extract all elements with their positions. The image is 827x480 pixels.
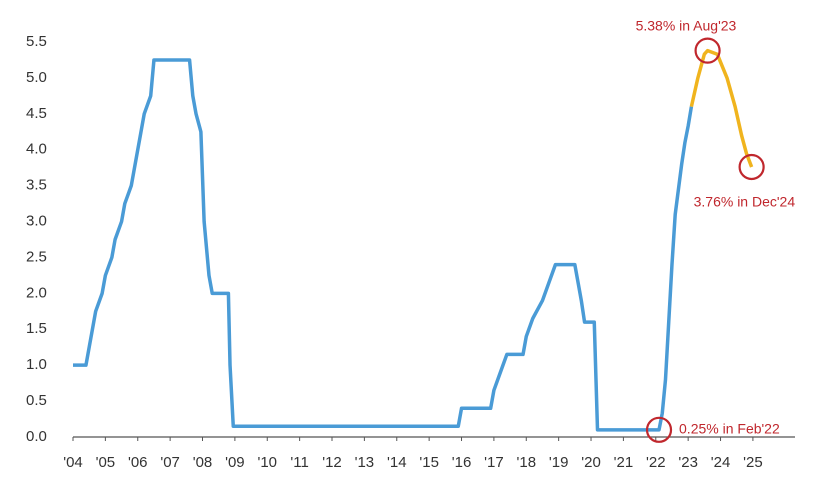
y-tick-label: 5.5 [26,33,47,50]
x-tick-label: '25 [743,454,763,471]
y-tick-label: 4.5 [26,105,47,122]
annotation-circle [645,416,673,443]
annotation: 5.38% in Aug'23 [636,17,737,33]
x-tick-label: '14 [387,454,407,471]
x-tick-label: '09 [225,454,245,471]
x-tick-label: '22 [646,454,666,471]
rate-line [73,58,694,432]
y-tick-label: 2.0 [26,284,47,301]
y-tick-label: 3.0 [26,213,47,230]
y-tick-label: 2.5 [26,248,47,265]
annotation-circle [694,37,721,64]
x-tick-label: '16 [452,454,472,471]
rate-line [689,48,754,168]
x-tick-label: '24 [711,454,731,471]
x-tick-label: '15 [419,454,439,471]
x-tick-label: '23 [678,454,698,471]
x-tick-label: '17 [484,454,504,471]
x-tick-label: '08 [193,454,213,471]
x-tick-label: '05 [96,454,116,471]
y-tick-label: 1.5 [26,320,47,337]
x-tick-label: '06 [128,454,148,471]
x-tick-label: '04 [63,454,83,471]
x-tick-label: '19 [549,454,569,471]
y-tick-label: 1.0 [26,356,47,373]
x-tick-label: '18 [516,454,536,471]
y-tick-label: 4.0 [26,141,47,158]
x-tick-label: '20 [581,454,601,471]
x-tick-label: '21 [614,454,634,471]
annotation: 0.25% in Feb'22 [679,421,780,437]
x-tick-label: '13 [355,454,375,471]
annotation-circle [738,153,765,181]
y-tick-label: 5.0 [26,69,47,86]
y-tick-label: 0.5 [26,392,47,409]
y-tick-label: 0.0 [26,428,47,445]
x-tick-label: '07 [160,454,180,471]
x-tick-label: '10 [257,454,277,471]
y-tick-label: 3.5 [26,177,47,194]
x-tick-label: '11 [290,454,308,471]
x-tick-label: '12 [322,454,342,471]
annotation: 3.76% in Dec'24 [694,194,796,210]
